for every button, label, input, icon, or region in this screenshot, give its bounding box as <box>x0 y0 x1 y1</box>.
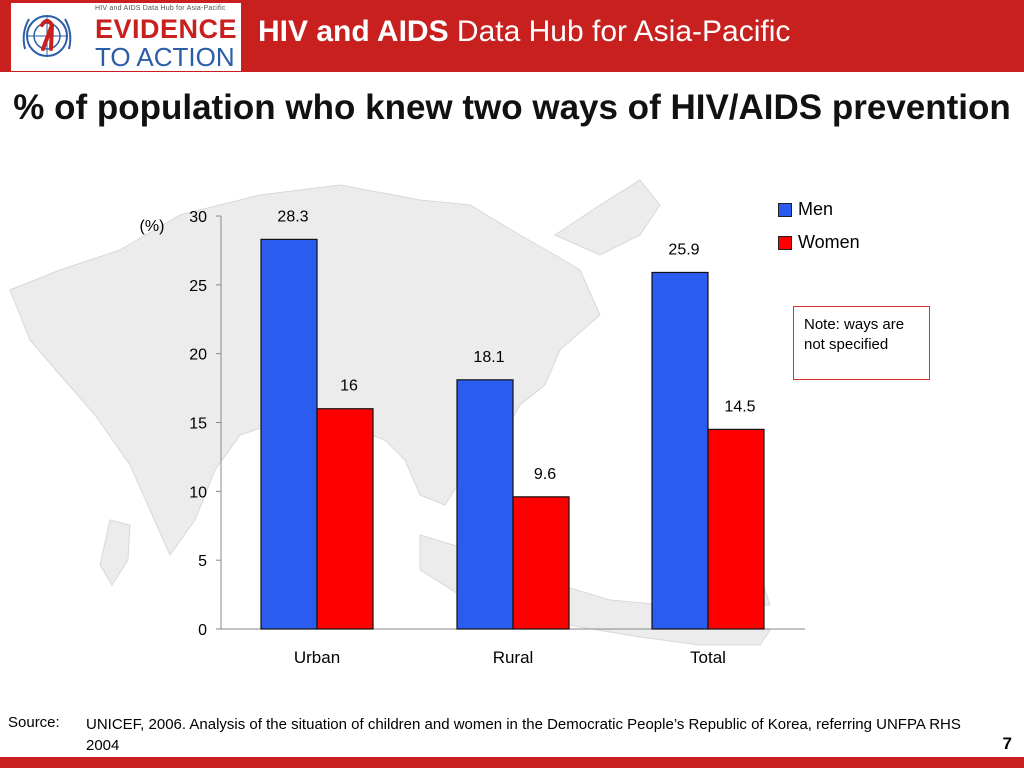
source-label: Source: <box>8 714 60 731</box>
x-tick-label-urban: Urban <box>294 648 340 667</box>
header-title: HIV and AIDS Data Hub for Asia-Pacific <box>258 12 790 52</box>
y-axis-label: (%) <box>140 218 165 235</box>
bar-men-urban <box>260 238 318 630</box>
logo-evidence-text: EVIDENCE <box>95 14 238 44</box>
source-text: UNICEF, 2006. Analysis of the situation … <box>86 716 961 754</box>
header-title-bold: HIV and AIDS <box>258 15 449 48</box>
footer-bar <box>0 757 1024 768</box>
data-label-men-urban: 28.3 <box>277 208 308 225</box>
y-tick-label: 30 <box>189 209 207 226</box>
logo-tagline: HIV and AIDS Data Hub for Asia-Pacific <box>95 5 226 12</box>
y-tick-label: 5 <box>198 553 207 570</box>
logo-to-action-text: TO ACTION <box>95 42 235 72</box>
evidence-to-action-logo: HIV and AIDS Data Hub for Asia-Pacific E… <box>10 2 242 72</box>
un-emblem-icon <box>22 15 72 57</box>
data-label-women-total: 14.5 <box>724 398 755 415</box>
chart-title: % of population who knew two ways of HIV… <box>13 88 1011 127</box>
header-title-rest: Data Hub for Asia-Pacific <box>448 15 791 48</box>
legend-swatch-women <box>778 236 792 251</box>
legend-label-men: Men <box>798 199 834 219</box>
page-number: 7 <box>1002 734 1012 753</box>
bar-men-rural <box>456 379 514 630</box>
legend-item-men: Men <box>778 196 860 229</box>
y-tick-label: 20 <box>189 347 207 364</box>
note-box: Note: ways are not specified <box>793 306 930 380</box>
data-label-men-total: 25.9 <box>668 241 699 258</box>
legend-label-women: Women <box>798 232 860 252</box>
y-tick-label: 10 <box>189 484 207 501</box>
x-tick-label-total: Total <box>690 648 726 667</box>
y-tick-label: 15 <box>189 416 207 433</box>
data-label-men-rural: 18.1 <box>473 349 504 366</box>
chart-labels: 28.3 16 Urban 18.1 9.6 Rural 25.9 14.5 Total <box>277 208 755 667</box>
bar-men-total <box>651 271 709 630</box>
chart-legend: Men Women <box>778 196 860 262</box>
legend-item-women: Women <box>778 229 860 262</box>
bar-women-urban <box>316 408 374 630</box>
x-tick-label-rural: Rural <box>493 648 534 667</box>
chart-bars <box>260 238 765 630</box>
data-label-women-urban: 16 <box>340 378 358 395</box>
bar-women-total <box>707 428 765 630</box>
legend-swatch-men <box>778 203 792 218</box>
data-label-women-rural: 9.6 <box>534 466 556 483</box>
bar-women-rural <box>512 496 570 630</box>
y-tick-label: 25 <box>189 278 207 295</box>
y-tick-label: 0 <box>198 622 207 639</box>
